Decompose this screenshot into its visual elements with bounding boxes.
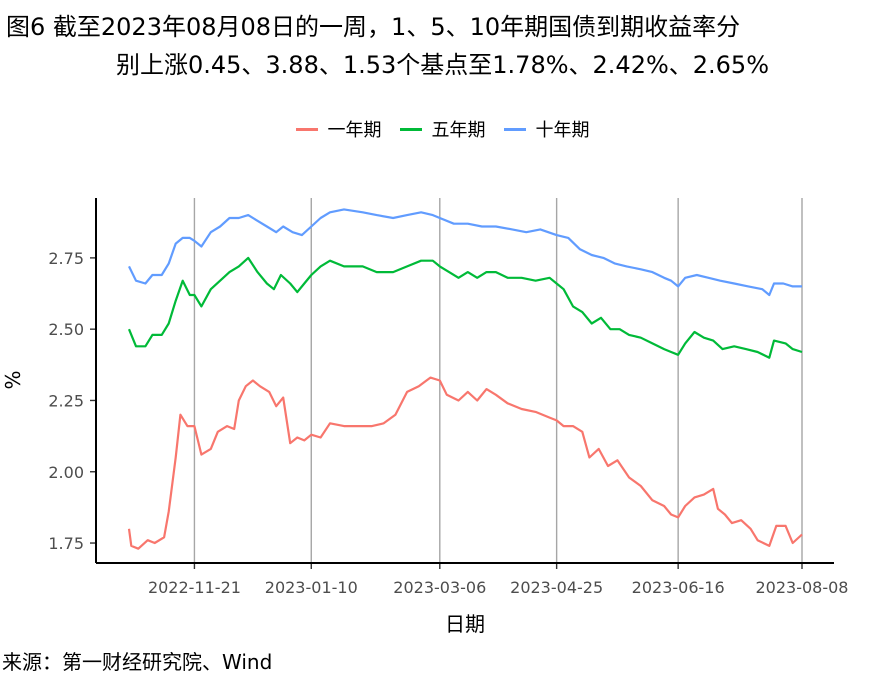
y-axis-title: % bbox=[1, 370, 25, 389]
x-tick-label: 2023-06-16 bbox=[632, 578, 725, 597]
x-tick-label: 2022-11-21 bbox=[148, 578, 241, 597]
legend-swatch-10y bbox=[503, 127, 526, 131]
y-tick-label: 1.75 bbox=[48, 534, 84, 553]
y-tick-label: 2.25 bbox=[48, 391, 84, 410]
chart-title: 图6 截至2023年08月08日的一周，1、5、10年期国债到期收益率分 别上涨… bbox=[0, 8, 885, 84]
legend-swatch-5y bbox=[399, 127, 422, 131]
chart-title-line1: 图6 截至2023年08月08日的一周，1、5、10年期国债到期收益率分 bbox=[6, 13, 741, 41]
grid-layer bbox=[193, 198, 803, 563]
source-note: 来源：第一财经研究院、Wind bbox=[2, 650, 273, 674]
series-layer bbox=[127, 208, 803, 550]
y-tick-label: 2.50 bbox=[48, 320, 84, 339]
series-line-10y bbox=[128, 208, 802, 297]
legend-label-10y: 十年期 bbox=[535, 120, 590, 141]
legend-swatch-1y bbox=[295, 127, 318, 131]
y-tick-label: 2.75 bbox=[48, 249, 84, 268]
legend-label-5y: 五年期 bbox=[431, 120, 486, 141]
x-tick-label: 2023-01-10 bbox=[265, 578, 358, 597]
x-tick-label: 2023-04-25 bbox=[510, 578, 603, 597]
legend-item-10y: 十年期 bbox=[503, 116, 590, 142]
x-tick-label: 2023-03-06 bbox=[393, 578, 486, 597]
legend-item-1y: 一年期 bbox=[295, 116, 382, 142]
series-line-5y bbox=[127, 256, 803, 359]
chart-title-line2: 别上涨0.45、3.88、1.53个基点至1.78%、2.42%、2.65% bbox=[115, 51, 770, 79]
legend-item-5y: 五年期 bbox=[399, 116, 486, 142]
legend: 一年期 五年期 十年期 bbox=[0, 116, 885, 142]
legend-label-1y: 一年期 bbox=[327, 120, 382, 141]
series-line-1y bbox=[127, 376, 803, 550]
x-tick-label: 2023-08-08 bbox=[756, 578, 849, 597]
axis-layer: 2022-11-21 2023-01-10 2023-03-06 2023-04-25… bbox=[48, 198, 848, 597]
y-tick-label: 2.00 bbox=[48, 463, 84, 482]
x-axis-title: 日期 bbox=[445, 612, 485, 636]
